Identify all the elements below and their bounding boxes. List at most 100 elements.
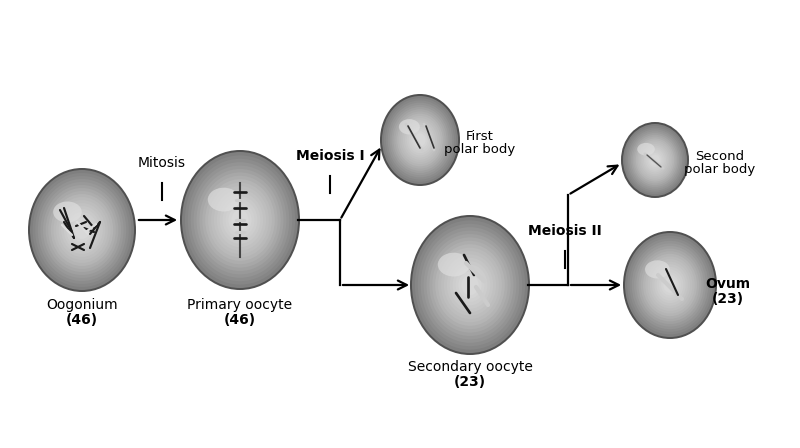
Ellipse shape — [48, 191, 116, 269]
Text: Meiosis II: Meiosis II — [528, 224, 602, 238]
Ellipse shape — [424, 231, 517, 340]
Ellipse shape — [214, 190, 266, 250]
Ellipse shape — [391, 107, 449, 173]
Ellipse shape — [652, 264, 688, 306]
Ellipse shape — [222, 200, 258, 241]
Ellipse shape — [194, 166, 286, 274]
Text: (46): (46) — [224, 313, 256, 327]
Ellipse shape — [455, 268, 485, 302]
Ellipse shape — [190, 162, 290, 278]
Ellipse shape — [28, 168, 136, 292]
Ellipse shape — [661, 275, 679, 295]
Text: Second: Second — [695, 150, 745, 163]
Ellipse shape — [74, 221, 90, 239]
Ellipse shape — [208, 183, 272, 258]
Text: (46): (46) — [66, 313, 98, 327]
Ellipse shape — [54, 197, 110, 263]
Ellipse shape — [458, 271, 482, 299]
Ellipse shape — [40, 182, 123, 278]
Ellipse shape — [426, 234, 514, 336]
Ellipse shape — [220, 196, 260, 244]
Ellipse shape — [401, 118, 439, 162]
Ellipse shape — [229, 207, 251, 233]
Ellipse shape — [453, 265, 487, 306]
Ellipse shape — [72, 218, 93, 242]
Ellipse shape — [641, 251, 699, 319]
Ellipse shape — [231, 210, 249, 230]
Ellipse shape — [632, 241, 708, 329]
Ellipse shape — [621, 122, 689, 198]
Ellipse shape — [627, 236, 713, 334]
Ellipse shape — [644, 147, 666, 172]
Text: polar body: polar body — [444, 143, 516, 156]
Ellipse shape — [413, 131, 428, 149]
Ellipse shape — [38, 179, 126, 281]
Ellipse shape — [382, 96, 458, 184]
Ellipse shape — [409, 127, 431, 153]
Ellipse shape — [435, 244, 505, 326]
Ellipse shape — [46, 188, 118, 272]
Ellipse shape — [386, 100, 454, 180]
Text: polar body: polar body — [684, 163, 756, 176]
Ellipse shape — [444, 254, 496, 315]
Text: (23): (23) — [454, 375, 486, 389]
Ellipse shape — [414, 134, 426, 146]
Ellipse shape — [64, 209, 100, 251]
Ellipse shape — [639, 142, 671, 178]
Ellipse shape — [650, 155, 660, 165]
Ellipse shape — [35, 176, 129, 284]
Ellipse shape — [636, 246, 704, 324]
Ellipse shape — [636, 138, 674, 181]
Ellipse shape — [380, 94, 460, 186]
Ellipse shape — [638, 143, 655, 155]
Ellipse shape — [197, 169, 283, 271]
Ellipse shape — [53, 202, 82, 223]
Text: Ovum: Ovum — [706, 277, 750, 291]
Ellipse shape — [630, 131, 681, 189]
Ellipse shape — [462, 275, 478, 295]
Ellipse shape — [438, 248, 502, 323]
Ellipse shape — [421, 227, 519, 343]
Ellipse shape — [645, 260, 670, 279]
Ellipse shape — [647, 259, 693, 311]
Ellipse shape — [205, 179, 275, 261]
Ellipse shape — [630, 238, 710, 332]
Ellipse shape — [43, 185, 121, 275]
Ellipse shape — [410, 215, 530, 355]
Text: Oogonium: Oogonium — [46, 298, 118, 312]
Ellipse shape — [180, 150, 300, 290]
Ellipse shape — [30, 170, 134, 290]
Ellipse shape — [33, 173, 131, 287]
Ellipse shape — [410, 129, 430, 151]
Ellipse shape — [403, 120, 437, 160]
Ellipse shape — [390, 105, 450, 175]
Ellipse shape — [446, 258, 493, 312]
Ellipse shape — [182, 152, 298, 288]
Ellipse shape — [634, 243, 706, 327]
Ellipse shape — [649, 153, 662, 167]
Ellipse shape — [61, 206, 102, 254]
Text: Mitosis: Mitosis — [138, 156, 186, 170]
Ellipse shape — [66, 212, 98, 248]
Ellipse shape — [418, 224, 522, 346]
Ellipse shape — [56, 200, 108, 260]
Ellipse shape — [51, 194, 114, 266]
Ellipse shape — [650, 262, 690, 308]
Ellipse shape — [432, 241, 508, 329]
Ellipse shape — [646, 149, 665, 171]
Ellipse shape — [188, 159, 292, 281]
Text: (23): (23) — [712, 292, 744, 306]
Ellipse shape — [643, 254, 697, 316]
Ellipse shape — [631, 133, 679, 187]
Ellipse shape — [399, 119, 420, 134]
Ellipse shape — [438, 253, 470, 276]
Ellipse shape — [226, 203, 254, 237]
Ellipse shape — [657, 269, 683, 301]
Ellipse shape — [647, 151, 663, 169]
Ellipse shape — [450, 261, 490, 309]
Ellipse shape — [406, 125, 434, 155]
Ellipse shape — [208, 188, 240, 211]
Ellipse shape — [625, 126, 686, 194]
Text: Meiosis I: Meiosis I — [296, 149, 364, 163]
Ellipse shape — [628, 129, 682, 190]
